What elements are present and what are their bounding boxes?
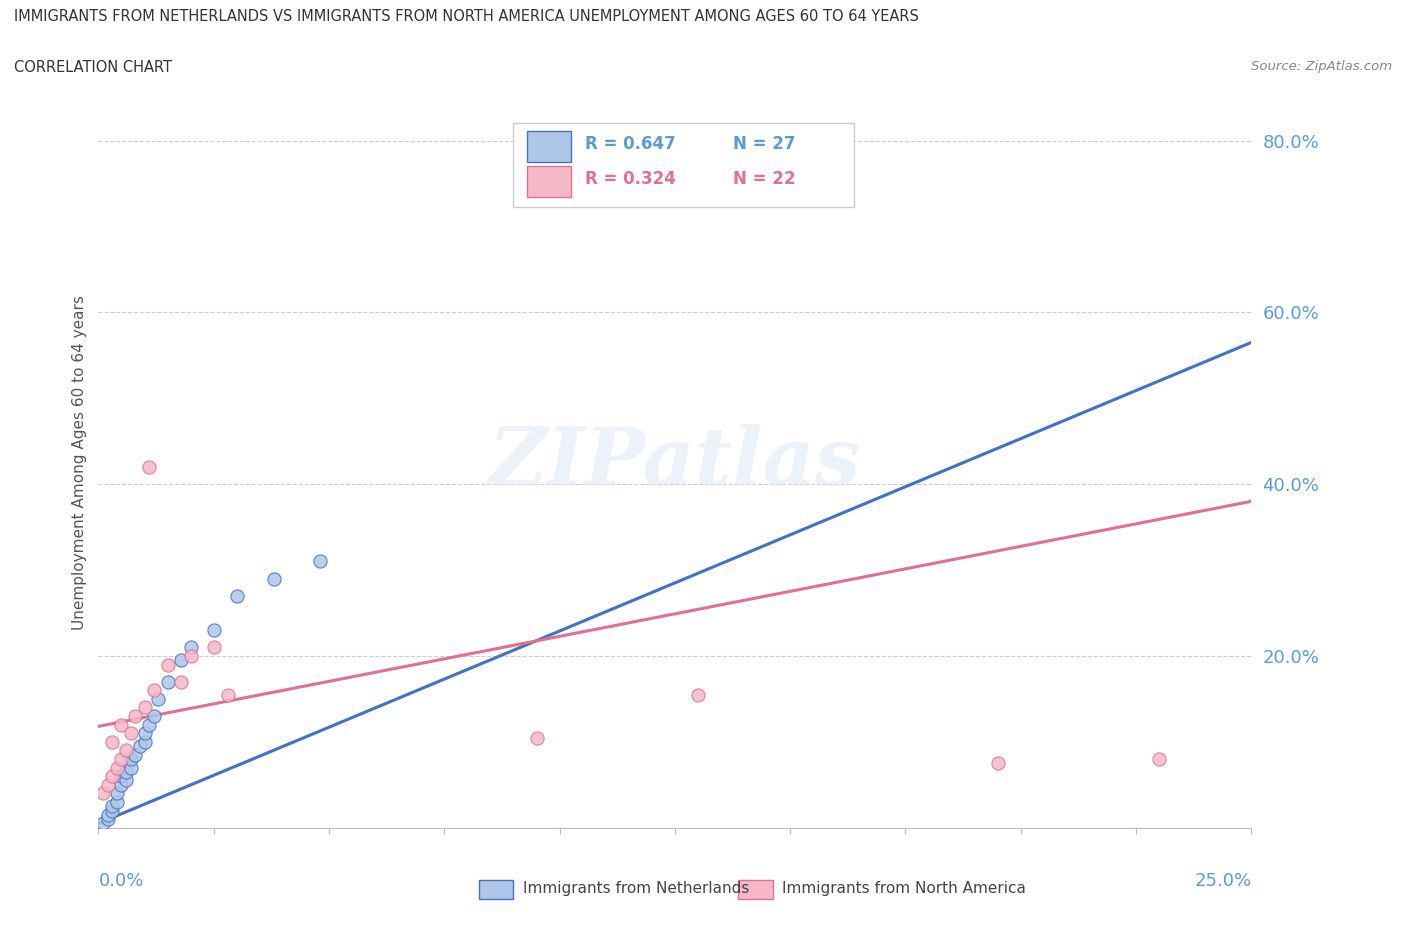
- Point: [1147, 751, 1170, 766]
- Text: IMMIGRANTS FROM NETHERLANDS VS IMMIGRANTS FROM NORTH AMERICA UNEMPLOYMENT AMONG : IMMIGRANTS FROM NETHERLANDS VS IMMIGRANT…: [14, 9, 920, 24]
- Text: CORRELATION CHART: CORRELATION CHART: [14, 60, 172, 75]
- Point: [115, 743, 138, 758]
- Point: [101, 804, 124, 818]
- Point: [91, 816, 114, 830]
- Point: [110, 769, 132, 784]
- Point: [97, 777, 120, 792]
- Text: R = 0.324: R = 0.324: [585, 170, 676, 189]
- Text: R = 0.647: R = 0.647: [585, 136, 676, 153]
- Point: [97, 807, 120, 822]
- Point: [308, 554, 330, 569]
- Point: [134, 735, 156, 750]
- Point: [156, 674, 179, 689]
- FancyBboxPatch shape: [513, 123, 853, 207]
- Point: [180, 648, 202, 663]
- Point: [120, 725, 142, 740]
- Point: [987, 756, 1010, 771]
- FancyBboxPatch shape: [479, 880, 513, 898]
- Point: [180, 640, 202, 655]
- Point: [101, 769, 124, 784]
- Point: [105, 786, 128, 801]
- Point: [105, 794, 128, 809]
- Point: [105, 760, 128, 775]
- Text: Source: ZipAtlas.com: Source: ZipAtlas.com: [1251, 60, 1392, 73]
- Point: [148, 691, 170, 706]
- Point: [91, 786, 114, 801]
- Point: [134, 725, 156, 740]
- Text: 0.0%: 0.0%: [98, 871, 143, 889]
- Point: [138, 717, 160, 732]
- Text: N = 27: N = 27: [733, 136, 794, 153]
- Point: [110, 717, 132, 732]
- Point: [225, 589, 247, 604]
- Point: [97, 812, 120, 827]
- Point: [202, 623, 225, 638]
- Text: ZIPatlas: ZIPatlas: [489, 424, 860, 501]
- FancyBboxPatch shape: [527, 131, 571, 162]
- Text: 25.0%: 25.0%: [1194, 871, 1251, 889]
- Text: Immigrants from Netherlands: Immigrants from Netherlands: [523, 881, 749, 896]
- Point: [115, 764, 138, 779]
- FancyBboxPatch shape: [738, 880, 773, 898]
- Point: [115, 773, 138, 788]
- Point: [129, 738, 152, 753]
- Point: [120, 760, 142, 775]
- Point: [110, 777, 132, 792]
- Point: [138, 459, 160, 474]
- Point: [263, 571, 285, 586]
- Point: [526, 730, 548, 745]
- Point: [124, 748, 146, 763]
- FancyBboxPatch shape: [527, 166, 571, 197]
- Point: [686, 687, 709, 702]
- Point: [170, 653, 193, 668]
- Text: Immigrants from North America: Immigrants from North America: [782, 881, 1026, 896]
- Point: [134, 700, 156, 715]
- Point: [124, 709, 146, 724]
- Point: [142, 683, 165, 698]
- Point: [101, 735, 124, 750]
- Point: [142, 709, 165, 724]
- Point: [120, 751, 142, 766]
- Point: [170, 674, 193, 689]
- Text: N = 22: N = 22: [733, 170, 794, 189]
- Point: [217, 687, 239, 702]
- Point: [101, 799, 124, 814]
- Point: [110, 751, 132, 766]
- Point: [156, 658, 179, 672]
- Point: [202, 640, 225, 655]
- Y-axis label: Unemployment Among Ages 60 to 64 years: Unemployment Among Ages 60 to 64 years: [72, 295, 87, 631]
